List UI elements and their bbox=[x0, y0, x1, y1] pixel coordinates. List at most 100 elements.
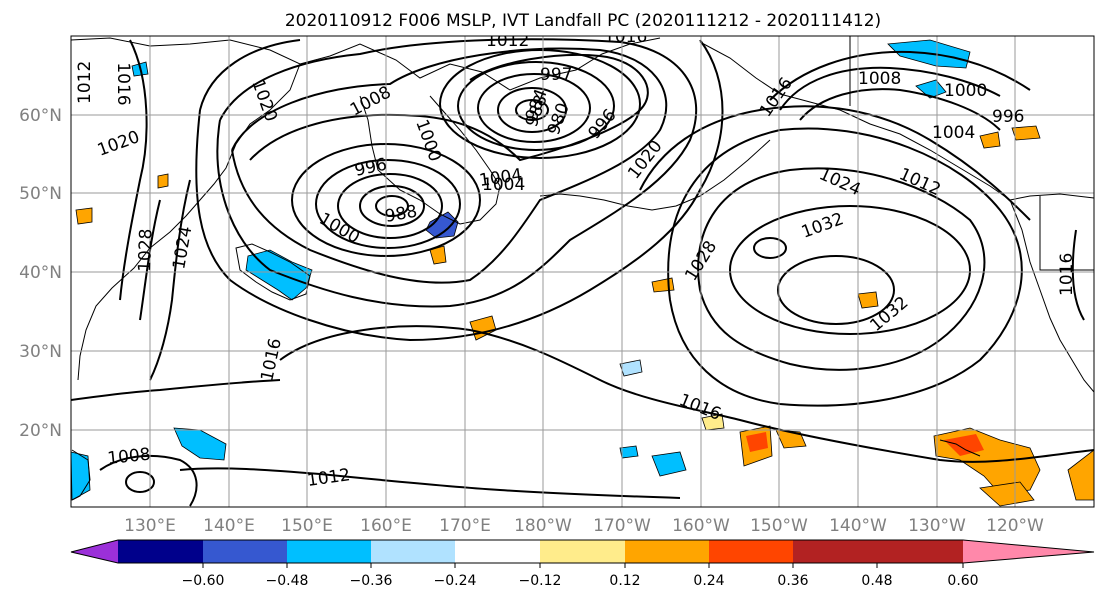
colorbar-segment bbox=[877, 540, 963, 563]
colorbar-segment bbox=[709, 540, 793, 563]
isobar-label: 1012 bbox=[75, 61, 95, 104]
coast-north-america bbox=[1009, 199, 1094, 393]
colorbar-tick-label: −0.60 bbox=[182, 573, 225, 589]
colorbar-tick-label: −0.24 bbox=[434, 573, 477, 589]
colorbar-extension-right bbox=[963, 540, 1094, 563]
isobar-label: 1004 bbox=[932, 123, 975, 143]
graticule bbox=[71, 36, 1094, 507]
ivt-strong-positive-150w bbox=[746, 432, 768, 452]
isobar-1012-sw bbox=[99, 454, 198, 507]
isobar-1020-east bbox=[639, 105, 1031, 221]
colorbar-segment bbox=[625, 540, 709, 563]
coast-asia-east bbox=[77, 63, 301, 381]
colorbar-extension-left bbox=[71, 540, 118, 563]
colorbar: −0.60 −0.48 −0.36 −0.24 −0.12 0.12 0.24 … bbox=[70, 539, 1095, 589]
isobar-high-1032-outer bbox=[729, 205, 971, 335]
lat-label-30n: 30°N bbox=[19, 342, 62, 362]
isobar-label: 997 bbox=[540, 65, 572, 85]
coast-asia-north bbox=[71, 37, 661, 91]
isobar-low-north-992 bbox=[439, 49, 641, 159]
isobar-label: 1028 bbox=[135, 228, 156, 272]
colorbar-tick-label: −0.48 bbox=[266, 573, 309, 589]
isobar-1012-north bbox=[216, 38, 698, 308]
lon-label-150e: 150°E bbox=[281, 516, 333, 536]
ivt-light-negative-1 bbox=[619, 359, 643, 377]
figure-title: 2020110912 F006 MSLP, IVT Landfall PC (2… bbox=[285, 11, 881, 31]
isobar-1016-sw bbox=[71, 379, 281, 401]
lat-label-20n: 20°N bbox=[19, 421, 62, 441]
isobar-low-ak-1008 bbox=[779, 66, 1001, 111]
isobar-1008 bbox=[231, 47, 668, 284]
ivt-negative-small-1 bbox=[619, 445, 639, 459]
lon-label-140e: 140°E bbox=[203, 516, 255, 536]
colorbar-tick-label: 0.48 bbox=[861, 573, 892, 589]
colorbar-tick-label: 0.24 bbox=[693, 573, 724, 589]
lon-label-140w: 140°W bbox=[829, 516, 887, 536]
coast-japan bbox=[235, 243, 311, 301]
coast-kamchatka bbox=[359, 95, 501, 225]
coast-philippines bbox=[71, 449, 91, 501]
coast-aleutians bbox=[539, 139, 771, 211]
colorbar-segment bbox=[371, 540, 455, 563]
isobar-low-west-992 bbox=[337, 173, 443, 239]
isobar-label: 1016 bbox=[604, 27, 647, 47]
isobar-1028-east bbox=[697, 167, 986, 371]
colorbar-tick-label: 0.36 bbox=[777, 573, 808, 589]
isobar-label: 1008 bbox=[858, 69, 901, 89]
lon-label-170e: 170°E bbox=[439, 516, 491, 536]
ivt-light-positive-1 bbox=[701, 413, 725, 431]
colorbar-segment bbox=[118, 540, 203, 563]
isobar-label: 996 bbox=[992, 107, 1024, 127]
lon-label-130e: 130°E bbox=[124, 516, 176, 536]
colorbar-tick-label: −0.12 bbox=[519, 573, 562, 589]
ivt-positive-east bbox=[1067, 449, 1094, 501]
coast-alaska bbox=[699, 41, 1094, 201]
lon-label-130w: 130°W bbox=[908, 516, 966, 536]
coast-hawaii bbox=[939, 439, 981, 457]
isobar-1012-south bbox=[179, 467, 681, 499]
isobar-label: 1016 bbox=[113, 62, 133, 105]
isobar-low-west-996 bbox=[315, 159, 461, 249]
colorbar-tick-label: 0.12 bbox=[609, 573, 640, 589]
ivt-positive-small-1 bbox=[429, 245, 447, 265]
isobar-low-west-988 bbox=[359, 185, 425, 227]
colorbar-tick-labels: −0.60 −0.48 −0.36 −0.24 −0.12 0.12 0.24 … bbox=[182, 573, 979, 589]
ivt-positive-small-4 bbox=[75, 207, 93, 225]
isobar-high-1032-inner bbox=[777, 255, 895, 325]
colorbar-tick-label: −0.36 bbox=[350, 573, 393, 589]
ivt-positive-small-5 bbox=[979, 131, 1001, 149]
ivt-strong-positive-hawaii bbox=[944, 434, 984, 456]
colorbar-segment bbox=[540, 540, 625, 563]
ivt-negative-japan bbox=[245, 249, 313, 301]
ivt-positive-south bbox=[979, 481, 1035, 507]
lat-label-60n: 60°N bbox=[19, 106, 62, 126]
isobar-low-north-inner bbox=[515, 99, 549, 121]
longitude-labels: 130°E 140°E 150°E 160°E 170°E 180°W 170°… bbox=[124, 516, 1044, 536]
colorbar-segment bbox=[287, 540, 371, 563]
coastlines bbox=[71, 36, 1094, 501]
lat-label-50n: 50°N bbox=[19, 184, 62, 204]
isobar-label: 1000 bbox=[944, 81, 987, 101]
latitude-labels: 20°N 30°N 40°N 50°N 60°N bbox=[19, 106, 62, 441]
isobar-label: 1016 bbox=[1057, 253, 1077, 296]
colorbar-segment bbox=[203, 540, 287, 563]
isobar-low-north-988 bbox=[457, 61, 615, 151]
colorbar-tick-label: 0.60 bbox=[947, 573, 978, 589]
lat-label-40n: 40°N bbox=[19, 263, 62, 283]
isobar-label: 1012 bbox=[486, 31, 529, 51]
colorbar-segment bbox=[455, 540, 540, 563]
isobar-low-ak-1012 bbox=[769, 50, 1031, 101]
isobar-low-north-984 bbox=[477, 73, 591, 143]
isobar-label: 1008 bbox=[106, 445, 151, 469]
isobar-low-north-980 bbox=[497, 87, 567, 133]
isobar-1028-west bbox=[139, 199, 161, 321]
lon-label-180w: 180°W bbox=[514, 516, 572, 536]
coast-border-us bbox=[1039, 196, 1094, 271]
isobar-1004 bbox=[249, 54, 649, 162]
isobar-low-ak-1004 bbox=[799, 88, 1001, 131]
isobar-1016-east-edge bbox=[1071, 229, 1085, 321]
isobar-1016-south bbox=[279, 325, 1094, 463]
isobar-1020-west bbox=[119, 39, 148, 301]
map-frame bbox=[70, 35, 1095, 508]
